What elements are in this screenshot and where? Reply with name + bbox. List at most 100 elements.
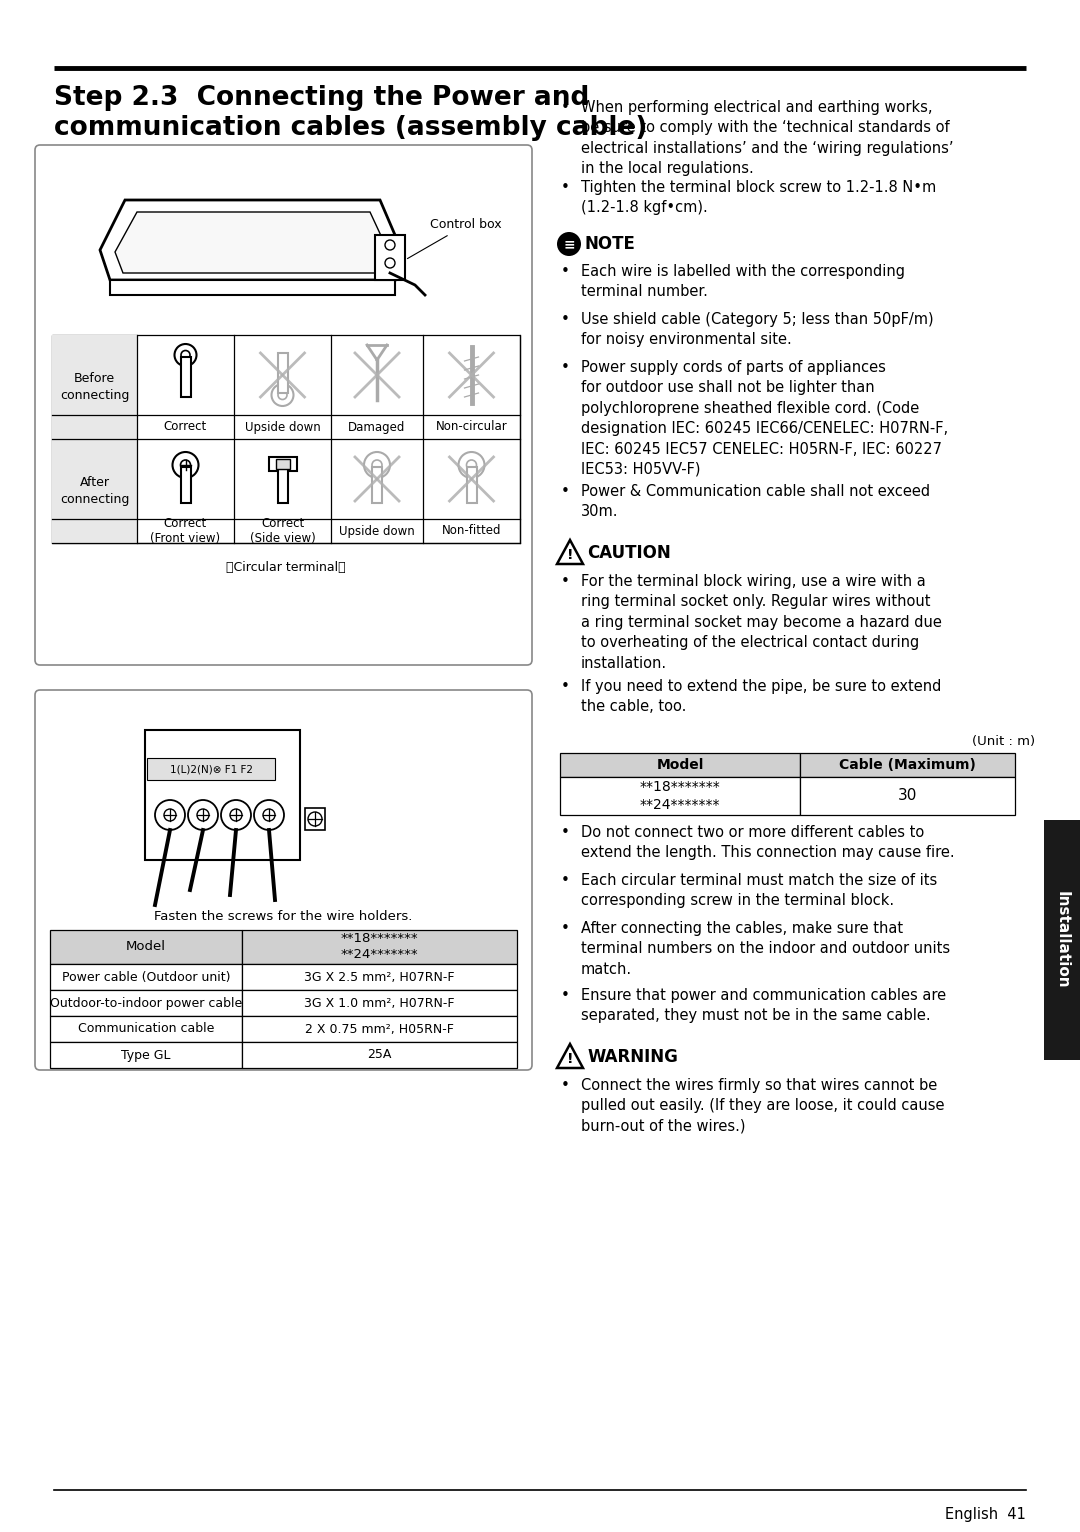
Text: (Unit : m): (Unit : m) <box>972 735 1035 748</box>
Circle shape <box>230 809 242 821</box>
Bar <box>800 777 1015 815</box>
Text: 〈Circular terminal〉: 〈Circular terminal〉 <box>226 561 346 574</box>
Circle shape <box>278 391 287 400</box>
Circle shape <box>271 385 294 406</box>
Bar <box>242 1042 517 1068</box>
Text: Before
connecting: Before connecting <box>59 372 130 401</box>
Bar <box>467 467 476 502</box>
Bar <box>269 457 297 470</box>
Text: Non-fitted: Non-fitted <box>442 524 501 538</box>
Text: 30: 30 <box>897 789 917 803</box>
Text: 3G X 2.5 mm², H07RN-F: 3G X 2.5 mm², H07RN-F <box>305 970 455 984</box>
Text: After connecting the cables, make sure that
terminal numbers on the indoor and o: After connecting the cables, make sure t… <box>581 921 950 977</box>
Bar <box>375 234 405 280</box>
Bar <box>50 990 242 1016</box>
Circle shape <box>254 800 284 830</box>
Text: •: • <box>561 360 569 375</box>
Bar <box>242 1016 517 1042</box>
Text: For the terminal block wiring, use a wire with a
ring terminal socket only. Regu: For the terminal block wiring, use a wir… <box>581 574 942 671</box>
Text: •: • <box>561 679 569 694</box>
Text: Fasten the screws for the wire holders.: Fasten the screws for the wire holders. <box>154 910 413 922</box>
Bar <box>50 1042 242 1068</box>
Text: !: ! <box>567 1052 573 1066</box>
Circle shape <box>364 452 390 478</box>
Text: •: • <box>561 988 569 1003</box>
Text: **18*******
**24*******: **18******* **24******* <box>639 780 720 812</box>
Circle shape <box>264 809 275 821</box>
Bar <box>278 469 287 502</box>
Text: Outdoor-to-indoor power cable: Outdoor-to-indoor power cable <box>50 996 242 1010</box>
Text: Installation: Installation <box>1054 892 1069 988</box>
Text: Ensure that power and communication cables are
separated, they must not be in th: Ensure that power and communication cabl… <box>581 988 946 1023</box>
Text: Power & Communication cable shall not exceed
30m.: Power & Communication cable shall not ex… <box>581 484 930 519</box>
Polygon shape <box>557 539 583 564</box>
Circle shape <box>180 460 190 470</box>
Text: Correct
(Side view): Correct (Side view) <box>249 516 315 545</box>
FancyBboxPatch shape <box>35 689 532 1069</box>
Bar <box>147 758 275 780</box>
Text: Power supply cords of parts of appliances
for outdoor use shall not be lighter t: Power supply cords of parts of appliance… <box>581 360 948 476</box>
Text: 1(L)2(N)⊗ F1 F2: 1(L)2(N)⊗ F1 F2 <box>170 764 253 774</box>
Text: NOTE: NOTE <box>585 234 636 253</box>
Circle shape <box>384 241 395 250</box>
Text: •: • <box>561 873 569 889</box>
Text: Step 2.3  Connecting the Power and: Step 2.3 Connecting the Power and <box>54 84 590 110</box>
Polygon shape <box>100 201 395 280</box>
Bar <box>1044 820 1080 1060</box>
Text: •: • <box>561 179 569 195</box>
Circle shape <box>164 809 176 821</box>
Bar <box>800 754 1015 777</box>
Text: Upside down: Upside down <box>245 420 321 434</box>
Text: Damaged: Damaged <box>349 420 406 434</box>
Bar <box>52 336 519 542</box>
Bar <box>305 807 325 830</box>
Text: When performing electrical and earthing works,
be sure to comply with the ‘techn: When performing electrical and earthing … <box>581 100 954 176</box>
Circle shape <box>181 351 190 360</box>
Text: After
connecting: After connecting <box>59 476 130 506</box>
Bar <box>278 352 287 394</box>
Text: ≡: ≡ <box>563 237 575 251</box>
Text: Model: Model <box>657 758 704 772</box>
Text: •: • <box>561 264 569 279</box>
Text: Upside down: Upside down <box>339 524 415 538</box>
Bar <box>242 990 517 1016</box>
Text: Cable (Maximum): Cable (Maximum) <box>839 758 976 772</box>
Bar <box>242 930 517 964</box>
Text: 3G X 1.0 mm², H07RN-F: 3G X 1.0 mm², H07RN-F <box>305 996 455 1010</box>
Bar <box>561 777 800 815</box>
Text: Use shield cable (Category 5; less than 50pF/m)
for noisy environmental site.: Use shield cable (Category 5; less than … <box>581 313 933 348</box>
Bar <box>52 336 137 542</box>
Text: Correct: Correct <box>164 420 207 434</box>
Text: English  41: English 41 <box>945 1507 1026 1521</box>
Text: Power cable (Outdoor unit): Power cable (Outdoor unit) <box>62 970 230 984</box>
Text: Communication cable: Communication cable <box>78 1022 214 1036</box>
Bar <box>180 467 190 502</box>
Circle shape <box>221 800 251 830</box>
Text: Each circular terminal must match the size of its
corresponding screw in the ter: Each circular terminal must match the si… <box>581 873 937 908</box>
Bar <box>242 964 517 990</box>
Bar <box>50 964 242 990</box>
Text: •: • <box>561 826 569 840</box>
Text: Model: Model <box>126 941 166 953</box>
Text: •: • <box>561 921 569 936</box>
Bar <box>561 754 800 777</box>
Circle shape <box>459 452 485 478</box>
Bar <box>275 460 289 469</box>
Circle shape <box>197 809 210 821</box>
Text: •: • <box>561 313 569 326</box>
Bar <box>372 467 382 502</box>
Text: CAUTION: CAUTION <box>588 544 671 562</box>
Text: Do not connect two or more different cables to
extend the length. This connectio: Do not connect two or more different cab… <box>581 826 955 861</box>
Circle shape <box>173 452 199 478</box>
Text: If you need to extend the pipe, be sure to extend
the cable, too.: If you need to extend the pipe, be sure … <box>581 679 942 714</box>
Text: communication cables (assembly cable): communication cables (assembly cable) <box>54 115 647 141</box>
FancyBboxPatch shape <box>35 146 532 665</box>
Bar <box>145 731 300 859</box>
Circle shape <box>372 460 382 470</box>
Circle shape <box>156 800 185 830</box>
Polygon shape <box>110 280 395 296</box>
Text: •: • <box>561 1079 569 1092</box>
Text: Non-circular: Non-circular <box>435 420 508 434</box>
Bar <box>180 357 190 397</box>
Text: Type GL: Type GL <box>121 1048 171 1062</box>
